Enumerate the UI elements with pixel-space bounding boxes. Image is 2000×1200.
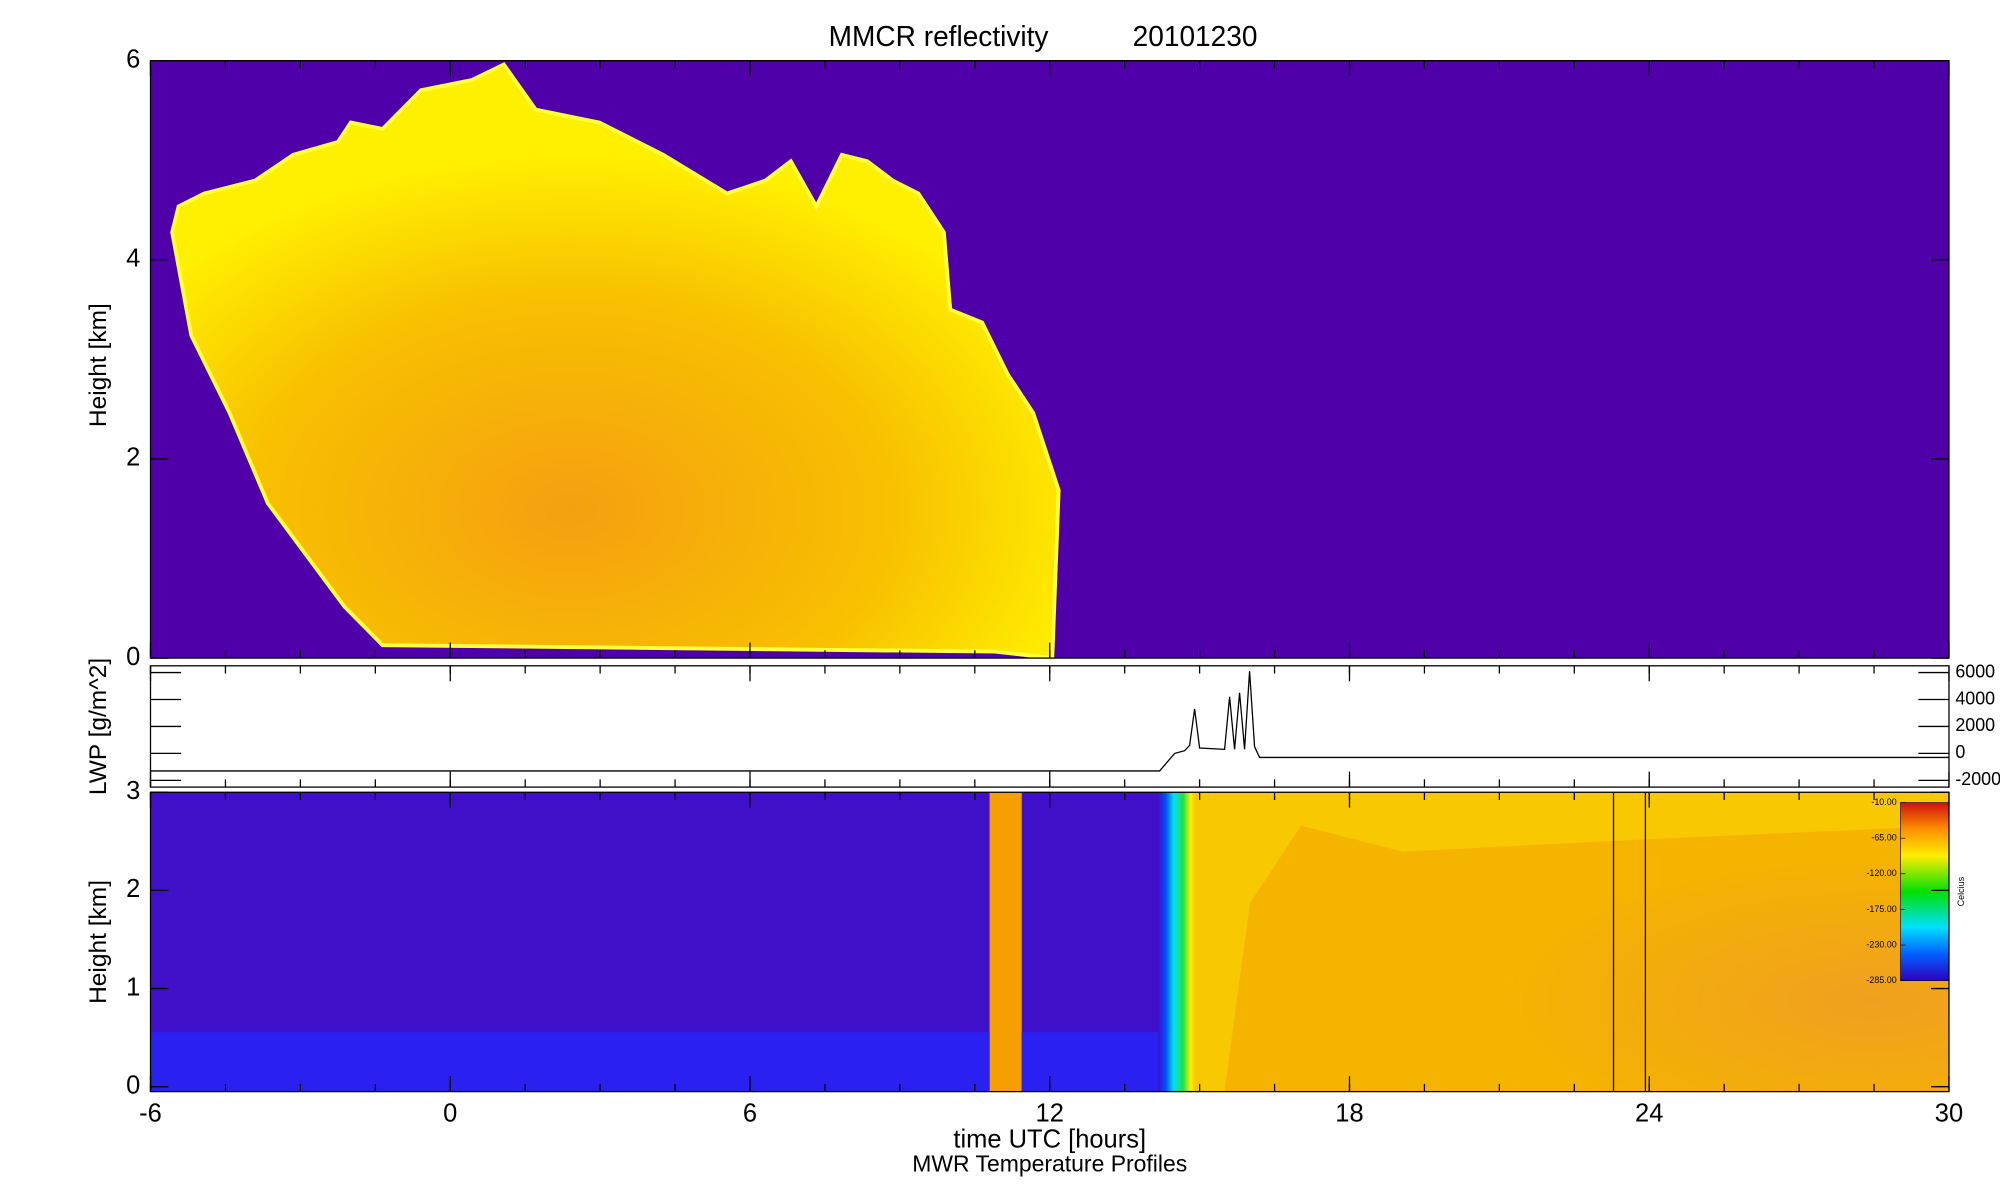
colorbar-tick-label: -10.00 xyxy=(1871,797,1896,807)
y2-tick-label: -2000 xyxy=(1955,769,2000,789)
x-tick-label: 30 xyxy=(1935,1100,1963,1128)
x-tick-label: 12 xyxy=(1036,1100,1064,1128)
chart-title: MMCR reflectivity xyxy=(829,20,1050,52)
temp-band xyxy=(989,792,1022,1092)
y-axis-label: Height [km] xyxy=(85,303,112,427)
x-tick-label: -6 xyxy=(139,1100,162,1128)
y-tick-label: 0 xyxy=(126,1071,140,1099)
temp-front xyxy=(1158,792,1197,1092)
y2-tick-label: 0 xyxy=(1955,742,1965,762)
temp-cold-low xyxy=(1021,1032,1164,1092)
colorbar-tick-label: -120.00 xyxy=(1866,868,1896,878)
y-tick-label: 0 xyxy=(126,643,140,671)
x-axis-label: time UTC [hours] xyxy=(953,1125,1146,1153)
y-tick-label: 2 xyxy=(126,875,140,903)
x-tick-label: 24 xyxy=(1635,1100,1663,1128)
y2-tick-label: 2000 xyxy=(1955,715,1995,735)
lwp-frame xyxy=(149,665,1950,788)
y2-tick-label: 4000 xyxy=(1955,688,1995,708)
x-tick-label: 6 xyxy=(743,1100,757,1128)
colorbar-tick-label: -285.00 xyxy=(1866,975,1896,985)
y-tick-label: 4 xyxy=(126,244,140,272)
temp-cold-low xyxy=(150,1032,990,1092)
colorbar-label: Celcius xyxy=(1956,876,1966,906)
colorbar xyxy=(1900,802,1950,981)
colorbar-tick-label: -230.00 xyxy=(1866,939,1896,949)
y2-tick-label: 6000 xyxy=(1955,661,1995,681)
colorbar-tick-label: -175.00 xyxy=(1866,904,1896,914)
y-axis-label: LWP [g/m^2] xyxy=(85,658,112,795)
x-tick-label: 0 xyxy=(443,1100,457,1128)
colorbar-tick-label: -65.00 xyxy=(1871,833,1896,843)
y-tick-label: 6 xyxy=(126,45,140,73)
chart-date: 20101230 xyxy=(1133,20,1258,52)
subtitle: MWR Temperature Profiles xyxy=(912,1150,1187,1176)
y-tick-label: 1 xyxy=(126,973,140,1001)
x-tick-label: 18 xyxy=(1335,1100,1363,1128)
cloud xyxy=(170,62,1061,661)
y-axis-label: Height [km] xyxy=(85,880,112,1004)
temp-warm-upper xyxy=(1196,792,1949,1092)
lwp-line xyxy=(150,671,1949,772)
y-tick-label: 3 xyxy=(126,777,140,805)
y-tick-label: 2 xyxy=(126,444,140,472)
